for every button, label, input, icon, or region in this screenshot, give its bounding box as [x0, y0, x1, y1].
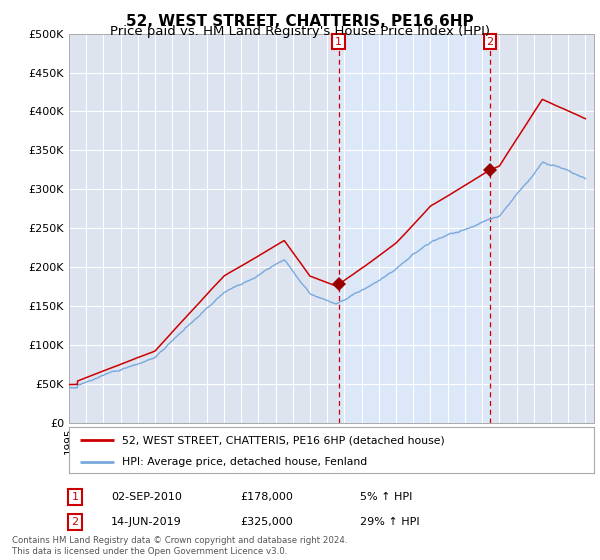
Text: 52, WEST STREET, CHATTERIS, PE16 6HP (detached house): 52, WEST STREET, CHATTERIS, PE16 6HP (de…: [121, 435, 444, 445]
Text: 02-SEP-2010: 02-SEP-2010: [111, 492, 182, 502]
Text: 2: 2: [71, 517, 79, 527]
Text: 29% ↑ HPI: 29% ↑ HPI: [360, 517, 419, 527]
Text: £325,000: £325,000: [240, 517, 293, 527]
Text: 2: 2: [486, 37, 493, 46]
Text: 14-JUN-2019: 14-JUN-2019: [111, 517, 182, 527]
Text: 1: 1: [71, 492, 79, 502]
Text: 5% ↑ HPI: 5% ↑ HPI: [360, 492, 412, 502]
Text: Contains HM Land Registry data © Crown copyright and database right 2024.
This d: Contains HM Land Registry data © Crown c…: [12, 536, 347, 556]
Text: HPI: Average price, detached house, Fenland: HPI: Average price, detached house, Fenl…: [121, 457, 367, 466]
Bar: [339, 34, 490, 423]
Text: 1: 1: [335, 37, 342, 46]
Text: 52, WEST STREET, CHATTERIS, PE16 6HP: 52, WEST STREET, CHATTERIS, PE16 6HP: [126, 14, 474, 29]
Text: Price paid vs. HM Land Registry's House Price Index (HPI): Price paid vs. HM Land Registry's House …: [110, 25, 490, 38]
Text: £178,000: £178,000: [240, 492, 293, 502]
